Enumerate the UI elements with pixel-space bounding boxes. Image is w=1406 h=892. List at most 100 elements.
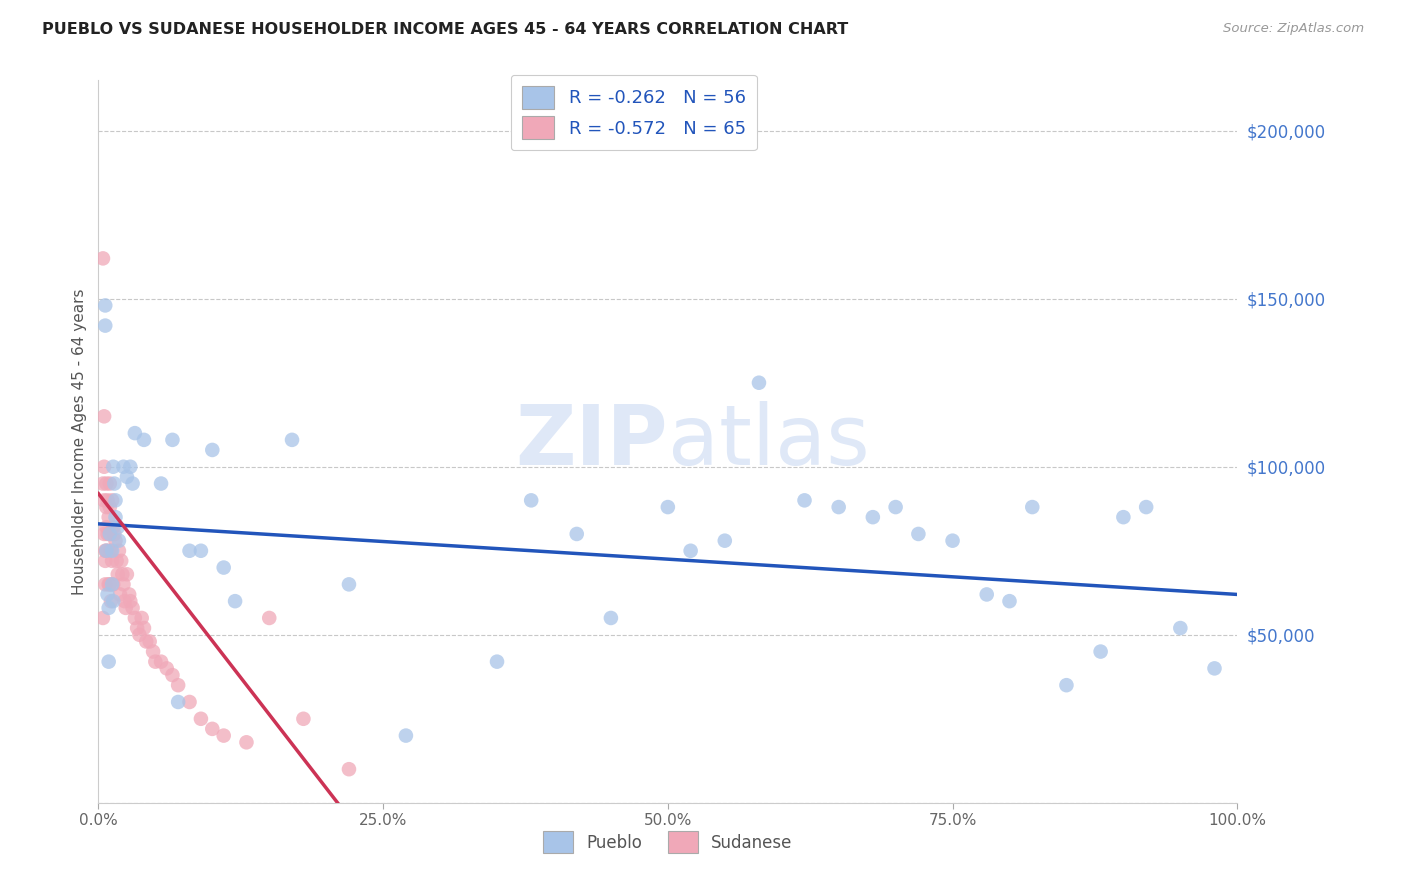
Point: [103, 527, 125, 541]
Point: [114, 594, 136, 608]
Point: [103, 520, 125, 534]
Point: [121, 600, 143, 615]
Point: [96, 543, 118, 558]
Point: [124, 611, 146, 625]
Point: [97, 600, 120, 615]
Point: [1170, 621, 1192, 635]
Point: [98, 527, 121, 541]
Point: [104, 533, 127, 548]
Point: [94, 318, 117, 333]
Point: [486, 655, 509, 669]
Point: [94, 543, 117, 558]
Point: [91, 252, 114, 266]
Point: [156, 661, 179, 675]
Point: [235, 735, 257, 749]
Point: [110, 554, 132, 568]
Point: [1021, 500, 1043, 514]
Point: [108, 533, 131, 548]
Point: [93, 527, 115, 541]
Point: [98, 476, 121, 491]
Point: [101, 493, 124, 508]
Point: [212, 560, 235, 574]
Point: [1090, 644, 1112, 658]
Point: [104, 510, 127, 524]
Point: [145, 655, 167, 669]
Point: [1135, 500, 1157, 514]
Point: [111, 567, 134, 582]
Point: [91, 476, 114, 491]
Point: [748, 376, 770, 390]
Point: [162, 668, 184, 682]
Point: [167, 695, 190, 709]
Point: [565, 527, 588, 541]
Point: [97, 510, 120, 524]
Point: [1112, 510, 1135, 524]
Point: [101, 554, 124, 568]
Point: [212, 729, 235, 743]
Point: [337, 577, 360, 591]
Point: [190, 712, 212, 726]
Point: [118, 587, 141, 601]
Point: [94, 577, 117, 591]
Point: [862, 510, 884, 524]
Point: [96, 527, 118, 541]
Point: [127, 621, 149, 635]
Point: [714, 533, 737, 548]
Point: [150, 655, 173, 669]
Point: [98, 527, 121, 541]
Point: [150, 476, 173, 491]
Point: [976, 587, 998, 601]
Point: [259, 611, 281, 625]
Point: [190, 543, 212, 558]
Point: [112, 459, 135, 474]
Point: [121, 476, 143, 491]
Point: [131, 611, 153, 625]
Point: [120, 594, 142, 608]
Point: [97, 543, 120, 558]
Point: [138, 634, 160, 648]
Point: [93, 459, 115, 474]
Point: [828, 500, 851, 514]
Point: [97, 655, 120, 669]
Point: [103, 459, 125, 474]
Point: [96, 476, 118, 491]
Point: [142, 644, 165, 658]
Point: [128, 628, 150, 642]
Point: [107, 520, 129, 534]
Point: [292, 712, 315, 726]
Point: [201, 722, 224, 736]
Point: [132, 621, 155, 635]
Point: [179, 543, 201, 558]
Point: [94, 298, 117, 312]
Point: [97, 577, 120, 591]
Point: [1204, 661, 1226, 675]
Point: [91, 611, 114, 625]
Point: [103, 476, 125, 491]
Point: [179, 695, 201, 709]
Point: [98, 500, 121, 514]
Point: [281, 433, 304, 447]
Point: [1054, 678, 1078, 692]
Point: [114, 600, 136, 615]
Point: [679, 543, 702, 558]
Point: [224, 594, 246, 608]
Point: [96, 493, 118, 508]
Point: [942, 533, 965, 548]
Point: [96, 520, 118, 534]
Point: [395, 729, 418, 743]
Point: [337, 762, 360, 776]
Point: [93, 409, 115, 424]
Point: [793, 493, 815, 508]
Point: [112, 577, 135, 591]
Text: ZIP: ZIP: [516, 401, 668, 482]
Text: PUEBLO VS SUDANESE HOUSEHOLDER INCOME AGES 45 - 64 YEARS CORRELATION CHART: PUEBLO VS SUDANESE HOUSEHOLDER INCOME AG…: [42, 22, 848, 37]
Point: [103, 594, 125, 608]
Point: [907, 527, 929, 541]
Point: [94, 554, 117, 568]
Point: [108, 587, 131, 601]
Point: [120, 459, 142, 474]
Point: [162, 433, 184, 447]
Text: Source: ZipAtlas.com: Source: ZipAtlas.com: [1223, 22, 1364, 36]
Point: [96, 587, 118, 601]
Point: [884, 500, 907, 514]
